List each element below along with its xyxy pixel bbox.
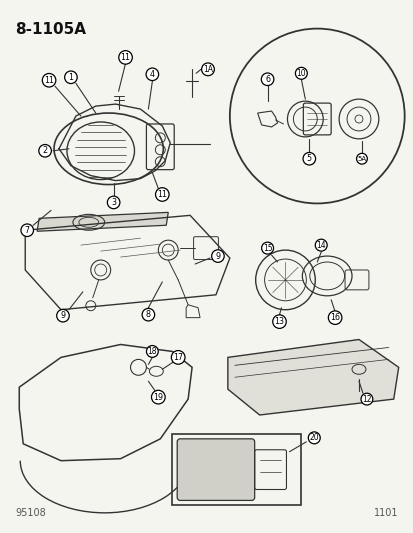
Text: 19: 19 — [153, 393, 163, 402]
Bar — [172, 434, 301, 505]
Text: 6: 6 — [264, 75, 269, 84]
Text: 8: 8 — [145, 310, 150, 319]
Text: 95108: 95108 — [15, 508, 46, 518]
Text: 11: 11 — [157, 190, 167, 199]
Text: 5: 5 — [306, 154, 311, 163]
Text: 15: 15 — [262, 244, 272, 253]
Text: 1A: 1A — [202, 65, 212, 74]
Text: 7: 7 — [25, 226, 30, 235]
Text: 5A: 5A — [356, 156, 366, 161]
Text: 1101: 1101 — [373, 508, 398, 518]
Text: 4: 4 — [150, 70, 154, 79]
Text: 12: 12 — [361, 394, 371, 403]
Text: 13: 13 — [274, 317, 284, 326]
Text: 8-1105A: 8-1105A — [15, 22, 86, 37]
Text: 14: 14 — [316, 240, 325, 249]
FancyBboxPatch shape — [177, 439, 254, 500]
Text: 18: 18 — [147, 347, 157, 356]
Polygon shape — [37, 212, 168, 231]
Text: 10: 10 — [296, 69, 306, 78]
Text: 3: 3 — [111, 198, 116, 207]
Text: 17: 17 — [173, 353, 183, 362]
Text: 16: 16 — [329, 313, 339, 322]
Polygon shape — [227, 340, 398, 415]
Text: 1: 1 — [68, 73, 73, 82]
Text: 20: 20 — [309, 433, 318, 442]
Text: 11: 11 — [120, 53, 130, 62]
Text: 9: 9 — [215, 252, 220, 261]
Text: 11: 11 — [44, 76, 54, 85]
Text: 9: 9 — [60, 311, 65, 320]
Text: 2: 2 — [43, 146, 47, 155]
